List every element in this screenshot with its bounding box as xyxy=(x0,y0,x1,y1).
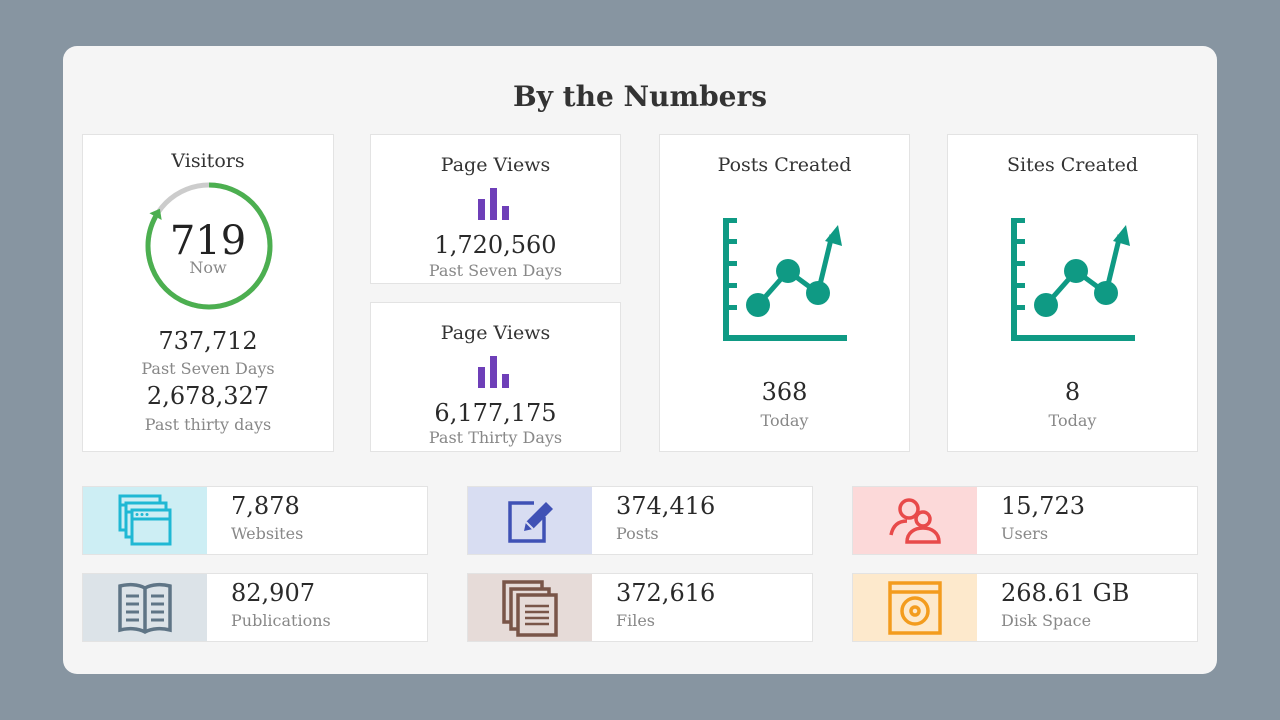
stat-disk-space-value: 268.61 GB xyxy=(1001,579,1130,607)
stat-disk-space-label: Disk Space xyxy=(1001,611,1092,630)
sites-created-value: 8 xyxy=(1064,378,1081,406)
stat-disk-space-icon-box xyxy=(853,574,977,641)
browser-windows-icon xyxy=(118,494,172,545)
page-views-thirty-value: 6,177,175 xyxy=(434,399,557,427)
stat-publications-value: 82,907 xyxy=(231,579,315,607)
page-views-thirty-label: Page Views xyxy=(440,322,551,344)
stat-users-label: Users xyxy=(1001,524,1049,543)
stat-publications: 82,907 Publications xyxy=(82,573,428,642)
visitors-seven-days-label: Past Seven Days xyxy=(141,359,275,378)
line-chart-icon xyxy=(723,218,847,341)
stat-websites: 7,878 Websites xyxy=(82,486,428,555)
visitors-thirty-days-label: Past thirty days xyxy=(144,415,272,434)
posts-created-period: Today xyxy=(760,411,809,430)
line-chart-icon xyxy=(1011,218,1135,341)
visitors-ring xyxy=(145,182,273,310)
stat-users: 15,723 Users xyxy=(852,486,1198,555)
disk-icon xyxy=(888,580,942,635)
visitors-now-label: Now xyxy=(189,258,227,277)
ring-progress xyxy=(145,182,273,310)
ring-arrow-icon xyxy=(149,208,162,220)
sites-created-label: Sites Created xyxy=(1007,154,1138,176)
stat-publications-icon-box xyxy=(83,574,207,641)
page-views-seven-label: Page Views xyxy=(440,154,551,176)
stat-publications-label: Publications xyxy=(231,611,331,630)
stat-files-value: 372,616 xyxy=(616,579,716,607)
stat-users-icon-box xyxy=(853,487,977,554)
bar-chart-icon xyxy=(478,188,509,220)
visitors-now-value: 719 xyxy=(169,218,247,264)
page-title: By the Numbers xyxy=(512,80,768,113)
visitors-seven-days-value: 737,712 xyxy=(158,327,258,355)
stat-posts: 374,416 Posts xyxy=(467,486,813,555)
stat-users-value: 15,723 xyxy=(1001,492,1085,520)
stat-files: 372,616 Files xyxy=(467,573,813,642)
page-views-seven-value: 1,720,560 xyxy=(434,231,557,259)
stat-posts-icon-box xyxy=(468,487,592,554)
sites-created-card: Sites Created 8 Today xyxy=(947,134,1198,452)
stat-websites-value: 7,878 xyxy=(231,492,300,520)
page-views-thirty-card: Page Views 6,177,175 Past Thirty Days xyxy=(370,302,621,452)
stat-disk-space: 268.61 GB Disk Space xyxy=(852,573,1198,642)
stat-websites-label: Websites xyxy=(231,524,304,543)
users-icon xyxy=(889,497,941,544)
stat-posts-value: 374,416 xyxy=(616,492,716,520)
visitors-label: Visitors xyxy=(171,150,245,172)
stat-posts-label: Posts xyxy=(616,524,659,543)
sites-created-period: Today xyxy=(1048,411,1097,430)
stat-websites-icon-box xyxy=(83,487,207,554)
visitors-thirty-days-value: 2,678,327 xyxy=(146,382,270,410)
stat-files-icon-box xyxy=(468,574,592,641)
page-views-seven-card: Page Views 1,720,560 Past Seven Days xyxy=(370,134,621,284)
page-views-seven-period: Past Seven Days xyxy=(428,261,563,280)
stat-files-label: Files xyxy=(616,611,656,630)
edit-icon xyxy=(508,500,553,543)
posts-created-card: Posts Created 368 Today xyxy=(659,134,910,452)
posts-created-label: Posts Created xyxy=(717,154,852,176)
visitors-card: Visitors 719 Now 737,712 Past Seven Days… xyxy=(82,134,334,452)
bar-chart-icon xyxy=(478,356,509,388)
posts-created-value: 368 xyxy=(761,378,808,406)
open-book-icon xyxy=(118,582,172,634)
page-views-thirty-period: Past Thirty Days xyxy=(428,428,563,447)
files-icon xyxy=(502,579,558,637)
